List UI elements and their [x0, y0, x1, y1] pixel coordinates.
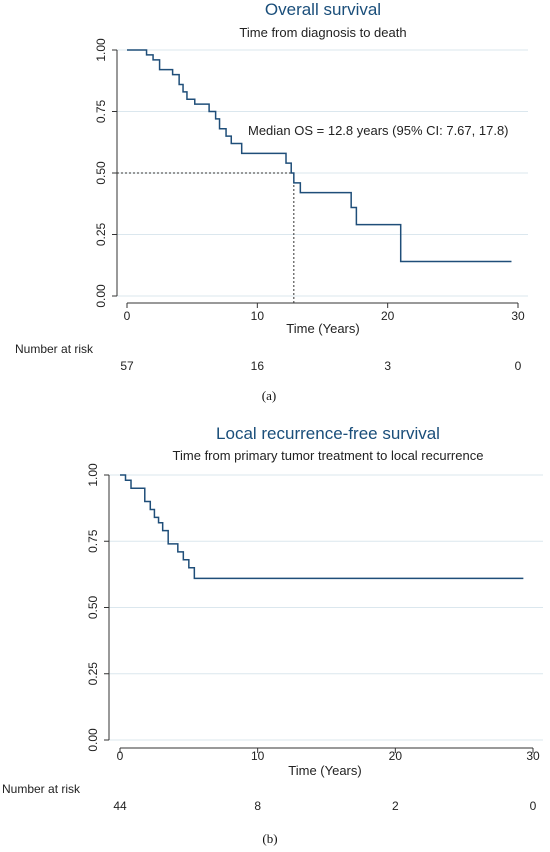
chart-b-risk-value: 8: [254, 799, 261, 813]
chart-b-risk-label: Number at risk: [2, 782, 81, 796]
chart-a-subtitle: Time from diagnosis to death: [239, 25, 406, 40]
chart-b-y-tick-label: 1.00: [86, 463, 100, 487]
chart-a-y-tick-label: 1.00: [94, 38, 108, 62]
chart-a-y-tick-label: 0.50: [94, 161, 108, 185]
chart-b-title: Local recurrence-free survival: [216, 424, 440, 443]
chart-a-y-tick-label: 0.00: [94, 284, 108, 308]
chart-a-y-tick-label: 0.25: [94, 222, 108, 246]
chart-b-subtitle: Time from primary tumor treatment to loc…: [173, 448, 484, 463]
chart-a-x-tick-label: 0: [124, 309, 131, 323]
chart-a-caption: (a): [262, 388, 276, 403]
chart-b-y-tick-label: 0.50: [86, 595, 100, 619]
chart-a-median-annotation: Median OS = 12.8 years (95% CI: 7.67, 17…: [248, 123, 509, 138]
chart-b-risk-value: 0: [530, 799, 537, 813]
chart-b-y-tick-label: 0.25: [86, 662, 100, 686]
chart-b-xlabel: Time (Years): [288, 763, 361, 778]
chart-b-y-tick-label: 0.00: [86, 728, 100, 752]
chart-b-x-tick-label: 0: [117, 749, 124, 763]
chart-a-y-tick-label: 0.75: [94, 99, 108, 123]
chart-a-risk-value: 0: [515, 359, 522, 373]
chart-b-x-tick-label: 20: [389, 749, 403, 763]
chart-a-x-tick-label: 30: [511, 309, 525, 323]
chart-a-risk-value: 57: [120, 359, 134, 373]
chart-a-risk-label: Number at risk: [15, 342, 94, 356]
chart-a-x-tick-label: 10: [251, 309, 265, 323]
chart-a-title: Overall survival: [265, 0, 381, 19]
chart-a-x-tick-label: 20: [381, 309, 395, 323]
chart-b-risk-value: 44: [113, 799, 127, 813]
chart-b-x-tick-label: 10: [251, 749, 265, 763]
chart-b-x-tick-label: 30: [526, 749, 540, 763]
chart-b-caption: (b): [262, 831, 277, 846]
chart-a-xlabel: Time (Years): [286, 321, 359, 336]
chart-a-risk-value: 3: [384, 359, 391, 373]
chart-b-survival-curve: [120, 474, 524, 580]
chart-a-survival-curve: [127, 49, 512, 263]
chart-b-risk-value: 2: [392, 799, 399, 813]
chart-a-risk-value: 16: [251, 359, 265, 373]
chart-b-y-tick-label: 0.75: [86, 529, 100, 553]
